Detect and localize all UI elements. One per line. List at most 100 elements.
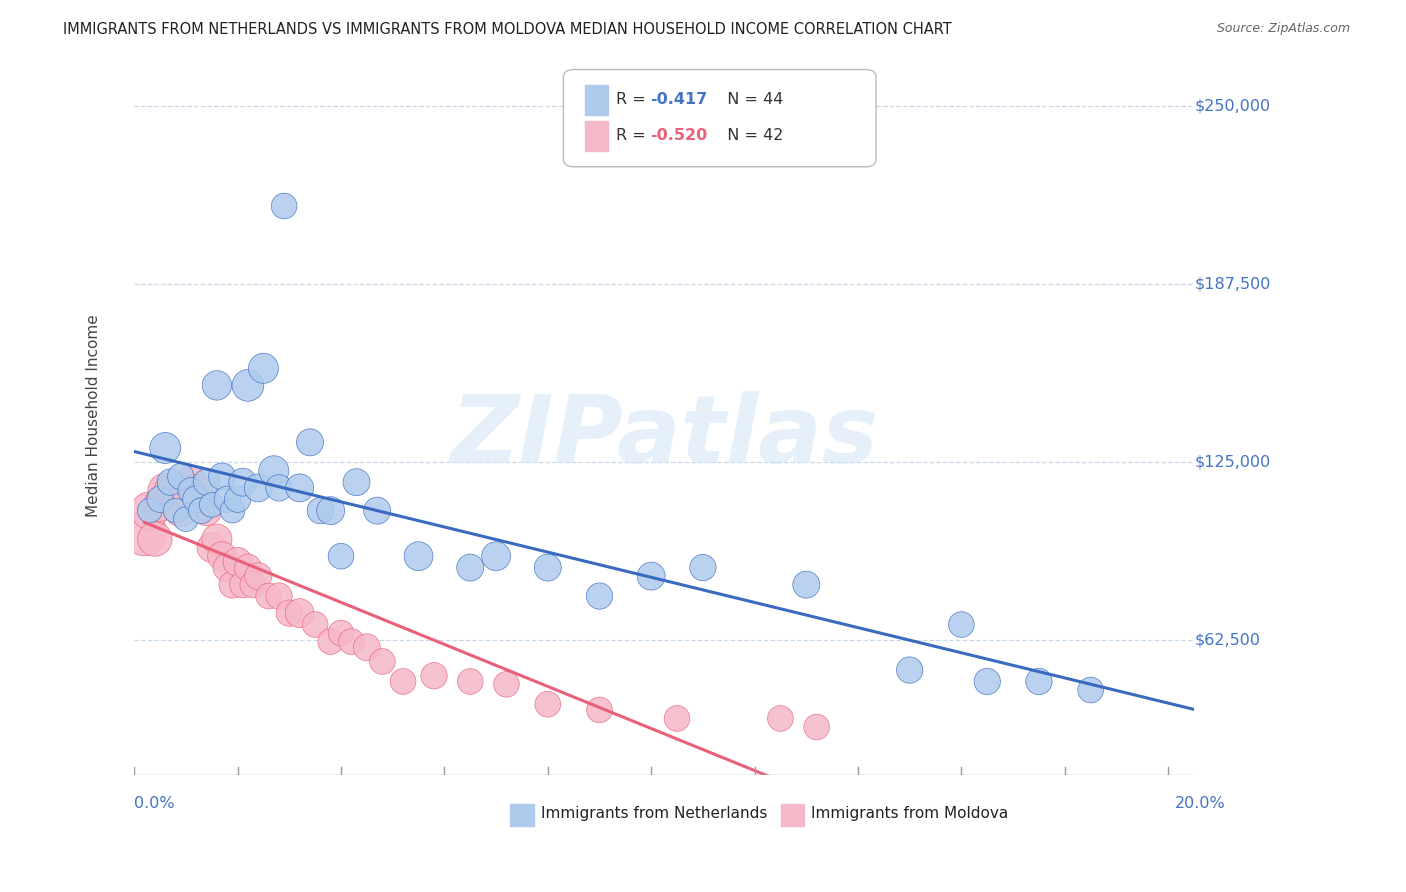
Point (195, 475, 218, 490)
Point (346, 475, 368, 490)
Point (226, 555, 249, 569)
Point (236, 560, 259, 574)
Point (186, 492, 208, 507)
Point (267, 481, 290, 495)
Point (217, 560, 239, 574)
Bar (780, 805, 804, 826)
Point (170, 503, 193, 517)
Point (247, 569, 270, 583)
Text: Immigrants from Netherlands: Immigrants from Netherlands (541, 806, 768, 821)
Point (232, 577, 254, 591)
Text: -0.520: -0.520 (651, 128, 707, 144)
Point (190, 503, 212, 517)
FancyBboxPatch shape (564, 70, 876, 167)
Point (205, 532, 228, 546)
Point (319, 634, 342, 648)
Point (408, 549, 430, 564)
Point (319, 503, 342, 517)
Point (138, 503, 160, 517)
Point (170, 469, 193, 483)
Point (330, 549, 353, 564)
Point (537, 560, 560, 574)
Bar (585, 120, 607, 151)
Point (134, 526, 156, 541)
Point (288, 606, 311, 620)
Text: 20.0%: 20.0% (1175, 796, 1226, 811)
Point (149, 492, 172, 507)
Bar (510, 805, 534, 826)
Point (458, 560, 481, 574)
Point (976, 674, 998, 689)
Point (666, 711, 689, 725)
Point (588, 589, 610, 603)
Point (267, 589, 290, 603)
Point (898, 663, 921, 677)
Point (263, 464, 285, 478)
Point (304, 617, 326, 632)
Point (806, 720, 828, 734)
Point (201, 498, 224, 512)
Text: $187,500: $187,500 (1195, 277, 1271, 292)
Point (190, 498, 212, 512)
Point (186, 483, 208, 498)
Point (180, 483, 202, 498)
Point (588, 703, 610, 717)
Point (392, 674, 415, 689)
Text: 0.0%: 0.0% (134, 796, 174, 811)
Point (273, 199, 295, 213)
Point (205, 378, 228, 392)
Point (165, 483, 187, 498)
Text: ZIPatlas: ZIPatlas (450, 391, 879, 483)
Point (640, 569, 662, 583)
Point (155, 483, 177, 498)
Point (159, 475, 181, 490)
Text: Median Household Income: Median Household Income (86, 314, 101, 516)
Point (340, 634, 363, 648)
Text: $250,000: $250,000 (1195, 99, 1271, 114)
Point (356, 640, 378, 655)
Text: -0.417: -0.417 (651, 92, 707, 107)
Text: IMMIGRANTS FROM NETHERLANDS VS IMMIGRANTS FROM MOLDOVA MEDIAN HOUSEHOLD INCOME C: IMMIGRANTS FROM NETHERLANDS VS IMMIGRANT… (63, 22, 952, 37)
Point (1080, 683, 1102, 698)
Point (201, 541, 224, 555)
Point (371, 655, 394, 669)
Point (257, 589, 280, 603)
Point (366, 503, 388, 517)
Point (221, 503, 243, 517)
Point (211, 469, 233, 483)
Point (298, 435, 321, 450)
Point (232, 475, 254, 490)
Point (174, 492, 197, 507)
Point (236, 378, 259, 392)
Point (180, 475, 202, 490)
Bar (585, 85, 607, 115)
Point (485, 549, 508, 564)
Text: Immigrants from Moldova: Immigrants from Moldova (811, 806, 1008, 821)
Point (537, 697, 560, 711)
Point (330, 626, 353, 640)
Point (174, 512, 197, 526)
Text: R =: R = (616, 128, 651, 144)
Text: $62,500: $62,500 (1195, 632, 1261, 648)
Point (252, 361, 274, 376)
Point (217, 492, 239, 507)
Text: N = 42: N = 42 (717, 128, 783, 144)
Point (195, 503, 218, 517)
Text: Source: ZipAtlas.com: Source: ZipAtlas.com (1216, 22, 1350, 36)
Point (143, 532, 166, 546)
Point (278, 606, 301, 620)
Point (211, 549, 233, 564)
Point (165, 503, 187, 517)
Point (1028, 674, 1050, 689)
Point (149, 498, 172, 512)
Text: N = 44: N = 44 (717, 92, 783, 107)
Point (950, 617, 973, 632)
Point (423, 669, 446, 683)
Point (794, 577, 817, 591)
Text: R =: R = (616, 92, 651, 107)
Point (495, 677, 517, 691)
Point (309, 503, 332, 517)
Point (159, 483, 181, 498)
Text: $125,000: $125,000 (1195, 455, 1271, 470)
Point (138, 503, 160, 517)
